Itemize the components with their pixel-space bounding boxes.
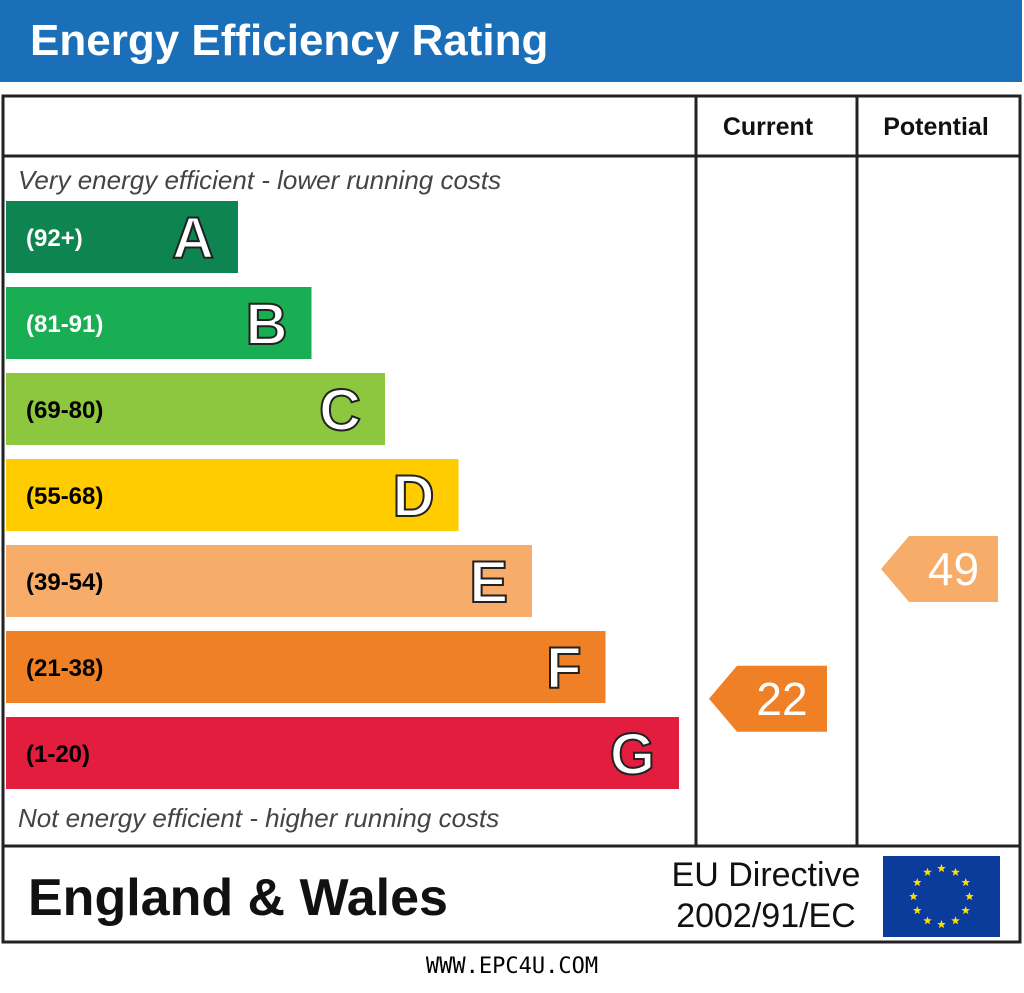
potential-column-header: Potential <box>883 113 989 141</box>
top-efficiency-note: Very energy efficient - lower running co… <box>18 165 501 195</box>
eu-flag-star <box>937 920 946 929</box>
band-b-bar <box>6 287 312 359</box>
region-label: England & Wales <box>28 869 448 927</box>
band-f-range: (21-38) <box>26 655 103 682</box>
eu-flag-star <box>923 916 932 925</box>
eu-flag-star <box>951 916 960 925</box>
band-c-letter: C <box>319 378 361 443</box>
eu-flag-icon <box>883 856 1000 937</box>
eu-flag-star <box>937 864 946 873</box>
eu-flag-star <box>951 867 960 876</box>
chart-frame <box>1 94 1022 944</box>
band-a-bar <box>6 201 238 273</box>
band-b-range: (81-91) <box>26 311 103 338</box>
band-c-range: (69-80) <box>26 397 103 424</box>
band-d-range: (55-68) <box>26 483 103 510</box>
eu-flag-star <box>923 867 932 876</box>
eu-directive-number: 2002/91/EC <box>676 897 856 935</box>
rating-indicators: 22 49 <box>709 536 998 732</box>
band-g-letter: G <box>610 722 655 787</box>
band-c-bar <box>6 373 385 445</box>
band-e-bar <box>6 545 532 617</box>
bottom-efficiency-note: Not energy efficient - higher running co… <box>18 803 499 833</box>
eu-flag-star <box>961 878 971 887</box>
band-a-range: (92+) <box>26 225 83 252</box>
band-d-bar <box>6 459 459 531</box>
eu-flag-star <box>961 906 971 915</box>
header-bar: Energy Efficiency Rating <box>0 0 1022 82</box>
band-e-range: (39-54) <box>26 569 103 596</box>
band-f-letter: F <box>546 636 581 701</box>
potential-rating-value: 49 <box>928 543 979 595</box>
current-column-header: Current <box>723 113 814 141</box>
band-a-letter: A <box>172 206 214 271</box>
eu-flag-star <box>909 892 918 901</box>
band-b-letter: B <box>246 292 288 357</box>
eu-flag-star <box>912 878 922 887</box>
eu-directive-label: EU Directive <box>672 856 861 894</box>
current-rating-arrow <box>709 665 827 732</box>
band-g-range: (1-20) <box>26 741 90 768</box>
band-f-bar <box>6 631 606 703</box>
potential-rating-arrow <box>881 536 998 602</box>
current-rating-value: 22 <box>756 673 807 725</box>
band-g-bar <box>6 717 679 789</box>
eu-flag-star <box>965 892 974 901</box>
footer-url: WWW.EPC4U.COM <box>425 954 599 979</box>
page-title: Energy Efficiency Rating <box>30 16 549 65</box>
rating-bands: (92+) A (81-91) B (69-80) C (55-68) D (39-54) E (2… <box>6 201 679 789</box>
band-e-letter: E <box>469 550 508 615</box>
eu-flag-star <box>912 906 922 915</box>
band-d-letter: D <box>393 464 435 529</box>
